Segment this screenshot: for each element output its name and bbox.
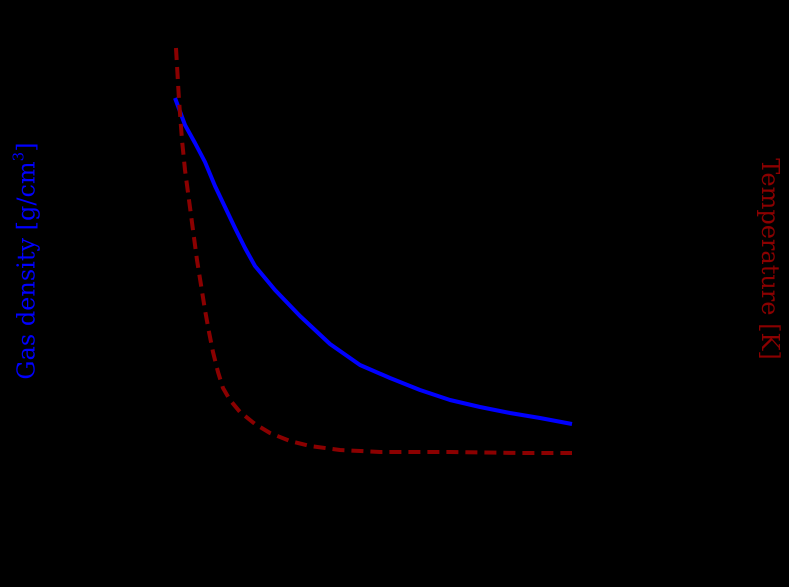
y-axis-right-label: Temperature [K] <box>756 158 784 360</box>
y-axis-left-label-main: Gas density [g/cm <box>12 161 41 380</box>
temperature-line <box>174 47 572 455</box>
gas-density-line <box>173 97 573 426</box>
y-axis-left-label-superscript: 3 <box>9 151 28 162</box>
y-axis-left-label: Gas density [g/cm3] <box>9 142 41 380</box>
y-axis-left-label-end: ] <box>12 142 41 152</box>
